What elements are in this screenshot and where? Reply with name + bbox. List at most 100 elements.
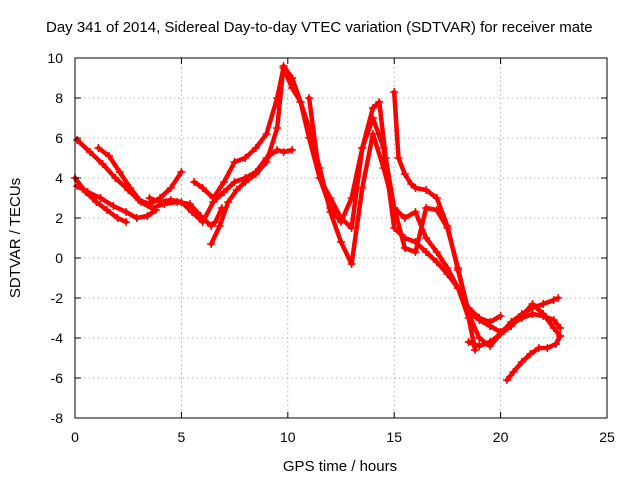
data-point (471, 346, 480, 354)
data-point (400, 214, 409, 222)
data-point (219, 178, 228, 186)
data-point (326, 208, 335, 216)
data-point (549, 316, 558, 324)
data-point (534, 344, 543, 352)
satellite-pass-11 (464, 300, 565, 350)
data-point (326, 194, 335, 202)
x-tick-label: 20 (493, 429, 509, 445)
data-point (485, 322, 494, 330)
data-point (390, 224, 399, 232)
data-point (443, 264, 452, 272)
data-point (230, 158, 239, 166)
data-point (337, 238, 345, 246)
data-point (368, 104, 377, 112)
y-tick-label: 6 (55, 130, 63, 146)
y-tick-label: -8 (51, 410, 64, 426)
data-point (122, 218, 131, 226)
data-point (198, 184, 207, 192)
chart-title: Day 341 of 2014, Sidereal Day-to-day VTE… (46, 19, 593, 36)
data-point (262, 158, 271, 166)
y-tick-label: 8 (55, 90, 63, 106)
data-point (166, 184, 175, 192)
data-point (368, 130, 377, 138)
data-point (400, 170, 409, 178)
data-point (115, 168, 124, 176)
data-point (390, 204, 399, 212)
data-point (147, 204, 156, 212)
data-point (241, 154, 250, 162)
data-point (94, 144, 103, 152)
data-point (543, 344, 552, 352)
data-point (411, 208, 420, 216)
data-point (230, 178, 239, 186)
data-point (475, 334, 484, 342)
data-point (517, 358, 526, 366)
data-point (432, 258, 441, 266)
data-point (443, 222, 452, 230)
data-point (102, 206, 111, 214)
data-point (422, 186, 431, 194)
x-tick-label: 15 (386, 429, 402, 445)
y-tick-label: 4 (55, 170, 63, 186)
data-point (539, 310, 548, 318)
data-point (105, 152, 114, 160)
y-axis-title: SDTVAR / TECUs (7, 178, 24, 298)
data-point (517, 312, 526, 320)
data-point (411, 184, 420, 192)
data-point (358, 184, 367, 192)
y-tick-label: 0 (55, 250, 63, 266)
y-tick-label: -2 (51, 290, 64, 306)
data-point (177, 168, 186, 176)
axes: 0 5 10 15 20 25 -8 -6 -4 -2 0 2 4 6 8 10 (47, 50, 615, 445)
data-point (288, 74, 297, 82)
data-point (464, 338, 473, 346)
data-point (113, 214, 122, 222)
data-point (136, 198, 145, 206)
data-point (177, 198, 186, 206)
series-track (466, 301, 563, 349)
data-point (485, 338, 494, 346)
data-point (475, 342, 484, 350)
data-point (422, 234, 431, 242)
data-point (132, 214, 141, 222)
data-point (73, 136, 82, 144)
data-point (111, 174, 120, 182)
data-point (241, 178, 250, 186)
data-point (549, 296, 558, 304)
data-point (551, 340, 560, 348)
data-point (305, 94, 314, 102)
data-point (526, 350, 535, 358)
data-point (554, 294, 563, 302)
satellite-pass-9 (390, 88, 565, 336)
data-point (347, 224, 356, 232)
data-point (207, 240, 216, 248)
data-point (85, 148, 94, 156)
data-point (251, 170, 260, 178)
data-point (549, 324, 558, 332)
data-point (215, 222, 224, 230)
data-point (145, 194, 154, 202)
data-point (496, 330, 505, 338)
x-tick-label: 0 (71, 429, 79, 445)
data-point (262, 130, 271, 138)
data-point (394, 154, 403, 162)
data-point (251, 144, 260, 152)
data-point (209, 194, 218, 202)
data-point (475, 316, 484, 324)
data-point (211, 218, 220, 226)
y-tick-label: -4 (51, 330, 64, 346)
data-point (122, 208, 131, 216)
data-point (528, 300, 537, 308)
data-point (109, 202, 118, 210)
data-point (296, 98, 305, 106)
y-tick-label: 2 (55, 210, 63, 226)
data-point (502, 376, 511, 384)
x-tick-label: 25 (599, 429, 615, 445)
data-point (96, 194, 105, 202)
data-point (337, 214, 345, 222)
data-point (407, 180, 416, 188)
data-point (507, 322, 516, 330)
data-point (454, 266, 463, 274)
